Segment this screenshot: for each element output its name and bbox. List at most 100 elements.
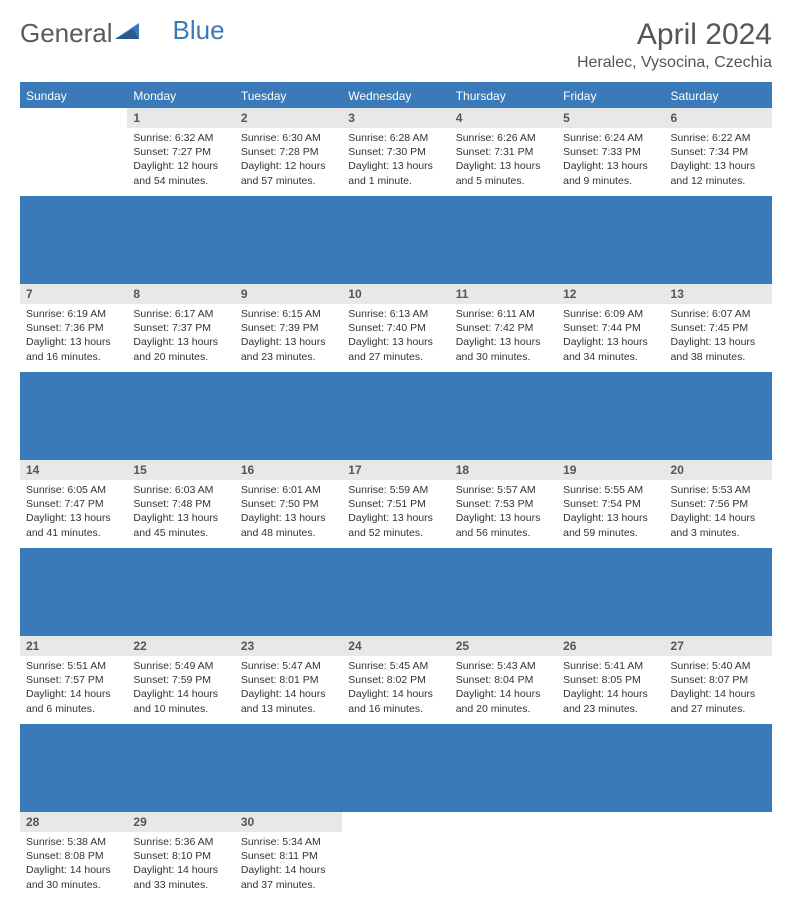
calendar-day-cell: 4Sunrise: 6:26 AMSunset: 7:31 PMDaylight…	[450, 108, 557, 196]
day-number: 23	[235, 636, 342, 656]
day-details: Sunrise: 5:55 AMSunset: 7:54 PMDaylight:…	[557, 480, 664, 546]
calendar-day-cell: 19Sunrise: 5:55 AMSunset: 7:54 PMDayligh…	[557, 460, 664, 548]
month-title: April 2024	[577, 18, 772, 52]
day-details: Sunrise: 6:24 AMSunset: 7:33 PMDaylight:…	[557, 128, 664, 194]
day-number: 27	[665, 636, 772, 656]
weekday-header: Sunday	[20, 84, 127, 108]
calendar-day-cell: 18Sunrise: 5:57 AMSunset: 7:53 PMDayligh…	[450, 460, 557, 548]
week-separator	[20, 724, 772, 812]
day-number: 15	[127, 460, 234, 480]
calendar-week-row: 14Sunrise: 6:05 AMSunset: 7:47 PMDayligh…	[20, 460, 772, 548]
day-number: 20	[665, 460, 772, 480]
calendar-day-cell: 30Sunrise: 5:34 AMSunset: 8:11 PMDayligh…	[235, 812, 342, 900]
calendar-week-row: 28Sunrise: 5:38 AMSunset: 8:08 PMDayligh…	[20, 812, 772, 900]
day-details: Sunrise: 6:32 AMSunset: 7:27 PMDaylight:…	[127, 128, 234, 194]
calendar-day-cell: 21Sunrise: 5:51 AMSunset: 7:57 PMDayligh…	[20, 636, 127, 724]
calendar-day-cell: 5Sunrise: 6:24 AMSunset: 7:33 PMDaylight…	[557, 108, 664, 196]
calendar-day-cell: 15Sunrise: 6:03 AMSunset: 7:48 PMDayligh…	[127, 460, 234, 548]
day-number: 19	[557, 460, 664, 480]
calendar-day-cell: 23Sunrise: 5:47 AMSunset: 8:01 PMDayligh…	[235, 636, 342, 724]
day-number: 30	[235, 812, 342, 832]
title-block: April 2024 Heralec, Vysocina, Czechia	[577, 18, 772, 72]
calendar-day-cell: 13Sunrise: 6:07 AMSunset: 7:45 PMDayligh…	[665, 284, 772, 372]
day-details: Sunrise: 5:41 AMSunset: 8:05 PMDaylight:…	[557, 656, 664, 722]
day-details: Sunrise: 5:47 AMSunset: 8:01 PMDaylight:…	[235, 656, 342, 722]
day-details: Sunrise: 6:22 AMSunset: 7:34 PMDaylight:…	[665, 128, 772, 194]
calendar-week-row: 1Sunrise: 6:32 AMSunset: 7:27 PMDaylight…	[20, 108, 772, 196]
calendar-day-cell: 29Sunrise: 5:36 AMSunset: 8:10 PMDayligh…	[127, 812, 234, 900]
calendar-day-cell: 24Sunrise: 5:45 AMSunset: 8:02 PMDayligh…	[342, 636, 449, 724]
day-details: Sunrise: 5:53 AMSunset: 7:56 PMDaylight:…	[665, 480, 772, 546]
calendar-day-cell	[342, 812, 449, 900]
day-details: Sunrise: 6:17 AMSunset: 7:37 PMDaylight:…	[127, 304, 234, 370]
calendar-day-cell: 12Sunrise: 6:09 AMSunset: 7:44 PMDayligh…	[557, 284, 664, 372]
day-number: 26	[557, 636, 664, 656]
day-number: 2	[235, 108, 342, 128]
calendar-day-cell: 6Sunrise: 6:22 AMSunset: 7:34 PMDaylight…	[665, 108, 772, 196]
week-separator	[20, 196, 772, 284]
day-details: Sunrise: 5:51 AMSunset: 7:57 PMDaylight:…	[20, 656, 127, 722]
logo-text-1: General	[20, 18, 113, 49]
day-number: 11	[450, 284, 557, 304]
calendar-week-row: 21Sunrise: 5:51 AMSunset: 7:57 PMDayligh…	[20, 636, 772, 724]
calendar-day-cell: 22Sunrise: 5:49 AMSunset: 7:59 PMDayligh…	[127, 636, 234, 724]
calendar-day-cell: 7Sunrise: 6:19 AMSunset: 7:36 PMDaylight…	[20, 284, 127, 372]
calendar-day-cell: 3Sunrise: 6:28 AMSunset: 7:30 PMDaylight…	[342, 108, 449, 196]
calendar-day-cell: 26Sunrise: 5:41 AMSunset: 8:05 PMDayligh…	[557, 636, 664, 724]
day-number: 18	[450, 460, 557, 480]
calendar-day-cell: 8Sunrise: 6:17 AMSunset: 7:37 PMDaylight…	[127, 284, 234, 372]
calendar-week-row: 7Sunrise: 6:19 AMSunset: 7:36 PMDaylight…	[20, 284, 772, 372]
day-details: Sunrise: 6:11 AMSunset: 7:42 PMDaylight:…	[450, 304, 557, 370]
calendar-day-cell	[450, 812, 557, 900]
day-number: 8	[127, 284, 234, 304]
header: General Blue April 2024 Heralec, Vysocin…	[20, 18, 772, 72]
day-details: Sunrise: 5:38 AMSunset: 8:08 PMDaylight:…	[20, 832, 127, 898]
weekday-header: Friday	[557, 84, 664, 108]
calendar-day-cell: 9Sunrise: 6:15 AMSunset: 7:39 PMDaylight…	[235, 284, 342, 372]
weekday-header: Tuesday	[235, 84, 342, 108]
day-number: 5	[557, 108, 664, 128]
logo-text-2: Blue	[173, 15, 225, 46]
day-number: 28	[20, 812, 127, 832]
calendar-day-cell: 17Sunrise: 5:59 AMSunset: 7:51 PMDayligh…	[342, 460, 449, 548]
day-number: 29	[127, 812, 234, 832]
day-number: 9	[235, 284, 342, 304]
day-details: Sunrise: 6:05 AMSunset: 7:47 PMDaylight:…	[20, 480, 127, 546]
day-details: Sunrise: 5:57 AMSunset: 7:53 PMDaylight:…	[450, 480, 557, 546]
calendar-day-cell: 20Sunrise: 5:53 AMSunset: 7:56 PMDayligh…	[665, 460, 772, 548]
day-number: 1	[127, 108, 234, 128]
day-number: 25	[450, 636, 557, 656]
day-details: Sunrise: 6:28 AMSunset: 7:30 PMDaylight:…	[342, 128, 449, 194]
day-number: 13	[665, 284, 772, 304]
calendar-day-cell: 27Sunrise: 5:40 AMSunset: 8:07 PMDayligh…	[665, 636, 772, 724]
day-number: 21	[20, 636, 127, 656]
day-details: Sunrise: 5:49 AMSunset: 7:59 PMDaylight:…	[127, 656, 234, 722]
day-details: Sunrise: 6:03 AMSunset: 7:48 PMDaylight:…	[127, 480, 234, 546]
day-number: 3	[342, 108, 449, 128]
day-details: Sunrise: 6:01 AMSunset: 7:50 PMDaylight:…	[235, 480, 342, 546]
location: Heralec, Vysocina, Czechia	[577, 54, 772, 72]
weekday-header: Monday	[127, 84, 234, 108]
day-number: 4	[450, 108, 557, 128]
weekday-header: Saturday	[665, 84, 772, 108]
day-number: 17	[342, 460, 449, 480]
day-details: Sunrise: 6:07 AMSunset: 7:45 PMDaylight:…	[665, 304, 772, 370]
calendar-day-cell: 14Sunrise: 6:05 AMSunset: 7:47 PMDayligh…	[20, 460, 127, 548]
calendar-day-cell	[557, 812, 664, 900]
calendar-table: SundayMondayTuesdayWednesdayThursdayFrid…	[20, 84, 772, 900]
calendar-day-cell: 2Sunrise: 6:30 AMSunset: 7:28 PMDaylight…	[235, 108, 342, 196]
logo: General Blue	[20, 18, 225, 49]
weekday-header-row: SundayMondayTuesdayWednesdayThursdayFrid…	[20, 84, 772, 108]
day-details: Sunrise: 6:30 AMSunset: 7:28 PMDaylight:…	[235, 128, 342, 194]
calendar-day-cell: 1Sunrise: 6:32 AMSunset: 7:27 PMDaylight…	[127, 108, 234, 196]
day-details: Sunrise: 5:45 AMSunset: 8:02 PMDaylight:…	[342, 656, 449, 722]
weekday-header: Thursday	[450, 84, 557, 108]
calendar-day-cell: 25Sunrise: 5:43 AMSunset: 8:04 PMDayligh…	[450, 636, 557, 724]
day-number: 6	[665, 108, 772, 128]
calendar-day-cell: 16Sunrise: 6:01 AMSunset: 7:50 PMDayligh…	[235, 460, 342, 548]
day-details: Sunrise: 6:13 AMSunset: 7:40 PMDaylight:…	[342, 304, 449, 370]
calendar-body: 1Sunrise: 6:32 AMSunset: 7:27 PMDaylight…	[20, 108, 772, 900]
day-number: 7	[20, 284, 127, 304]
day-details: Sunrise: 5:34 AMSunset: 8:11 PMDaylight:…	[235, 832, 342, 898]
day-number: 10	[342, 284, 449, 304]
